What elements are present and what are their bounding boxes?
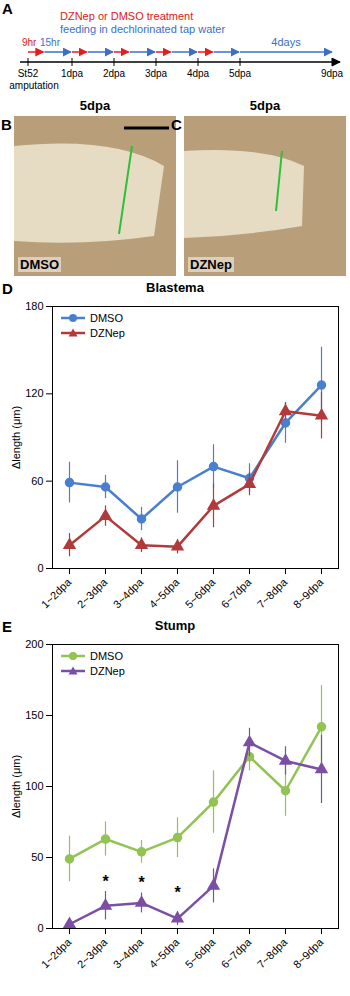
svg-text:*: * — [102, 873, 109, 890]
html-text:5dpa: 5dpa — [249, 98, 281, 113]
svg-text:9dpa: 9dpa — [321, 68, 344, 79]
svg-text:120: 120 — [25, 387, 43, 399]
html-text:Stump: Stump — [154, 618, 196, 633]
svg-text:7~8dpa: 7~8dpa — [255, 575, 290, 610]
svg-text:3~4dpa: 3~4dpa — [111, 575, 146, 610]
svg-text:3dpa: 3dpa — [145, 68, 168, 79]
html-text:DMSO: DMSO — [20, 257, 59, 272]
html-text:5dpa: 5dpa — [79, 98, 111, 113]
svg-text:60: 60 — [31, 475, 43, 487]
svg-text:*: * — [138, 874, 145, 891]
svg-text:6~7dpa: 6~7dpa — [219, 935, 254, 970]
svg-text:2dpa: 2dpa — [103, 68, 126, 79]
svg-text:15hr: 15hr — [40, 37, 61, 48]
svg-text:5~6dpa: 5~6dpa — [183, 575, 218, 610]
svg-text:8~9dpa: 8~9dpa — [291, 935, 326, 970]
svg-text:5~6dpa: 5~6dpa — [183, 935, 218, 970]
svg-text:feeding in dechlorinated tap w: feeding in dechlorinated tap water — [60, 23, 225, 35]
svg-text:3~4dpa: 3~4dpa — [111, 935, 146, 970]
svg-text:0: 0 — [37, 562, 43, 574]
svg-text:5dpa: 5dpa — [229, 68, 252, 79]
svg-text:*: * — [174, 884, 181, 901]
svg-text:Δlength (μm): Δlength (μm) — [10, 406, 22, 469]
svg-text:100: 100 — [25, 780, 43, 792]
svg-text:DZNep or DMSO treatment: DZNep or DMSO treatment — [60, 10, 193, 22]
svg-text:7~8dpa: 7~8dpa — [255, 935, 290, 970]
svg-text:4days: 4days — [271, 36, 301, 48]
svg-text:6~7dpa: 6~7dpa — [219, 575, 254, 610]
svg-text:amputation: amputation — [9, 80, 58, 91]
svg-text:1dpa: 1dpa — [61, 68, 84, 79]
html-text:DMSO: DMSO — [90, 649, 123, 662]
html-text:Blastema: Blastema — [146, 280, 204, 295]
svg-text:9hr: 9hr — [22, 37, 37, 48]
svg-text:2~3dpa: 2~3dpa — [75, 575, 110, 610]
svg-text:50: 50 — [31, 851, 43, 863]
html-text:DZNep: DZNep — [190, 257, 232, 272]
svg-text:4~5dpa: 4~5dpa — [147, 935, 182, 970]
svg-text:8~9dpa: 8~9dpa — [291, 575, 326, 610]
svg-text:0: 0 — [37, 922, 43, 934]
svg-text:1~2dpa: 1~2dpa — [39, 575, 74, 610]
svg-text:150: 150 — [25, 709, 43, 721]
html-text:DZNep: DZNep — [90, 326, 125, 339]
svg-text:A: A — [2, 0, 13, 17]
html-text:DZNep: DZNep — [90, 664, 125, 677]
html-text:C: C — [171, 116, 182, 133]
svg-text:180: 180 — [25, 300, 43, 312]
html-text:D: D — [2, 280, 13, 297]
svg-text:St52: St52 — [18, 68, 39, 79]
svg-text:4~5dpa: 4~5dpa — [147, 575, 182, 610]
svg-text:1~2dpa: 1~2dpa — [39, 935, 74, 970]
svg-text:4dpa: 4dpa — [187, 68, 210, 79]
svg-text:Δlength (μm): Δlength (μm) — [10, 755, 22, 818]
html-text:DMSO: DMSO — [90, 311, 123, 324]
html-text:E: E — [2, 618, 12, 635]
svg-text:2~3dpa: 2~3dpa — [75, 935, 110, 970]
html-text:B: B — [1, 116, 12, 133]
svg-text:200: 200 — [25, 638, 43, 650]
